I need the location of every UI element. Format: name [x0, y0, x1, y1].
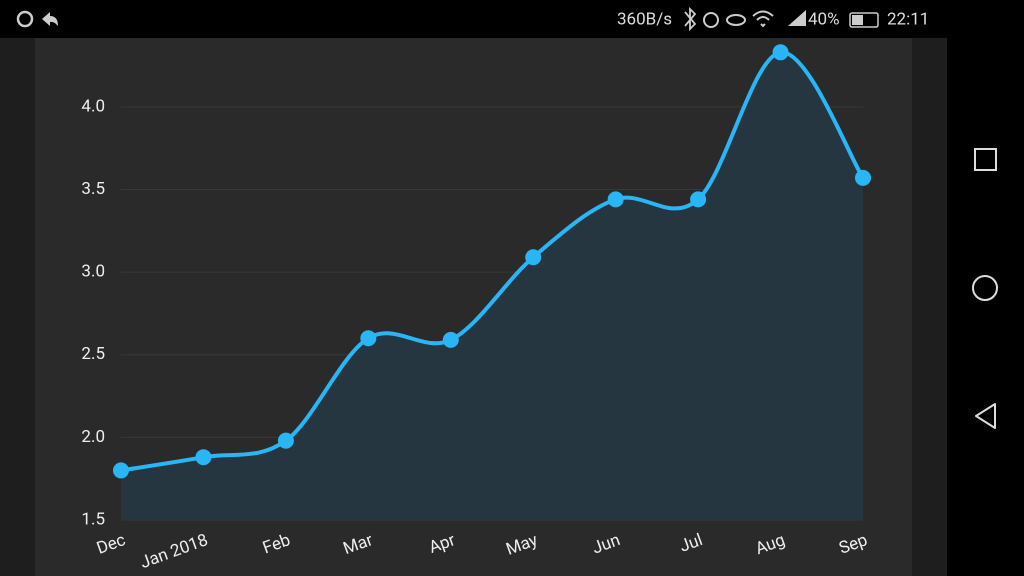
status-bar	[0, 0, 947, 38]
line	[120, 50, 865, 473]
signal-icon	[788, 10, 806, 26]
y-tick-label: 4.0	[81, 96, 105, 116]
point	[772, 44, 789, 61]
battery-fill	[852, 15, 863, 25]
y-tick-label: 2.5	[81, 344, 105, 364]
point	[113, 462, 129, 479]
point	[690, 191, 707, 208]
network-speed: 360B/s	[617, 9, 672, 29]
y-tick-label: 1.5	[81, 509, 105, 529]
y-tick-label: 3.0	[81, 262, 105, 282]
eye-icon	[726, 14, 746, 26]
point	[525, 249, 542, 266]
home-button[interactable]	[972, 275, 998, 301]
point	[277, 432, 294, 449]
wifi-icon	[752, 10, 774, 28]
y-tick-label: 2.0	[81, 427, 105, 447]
y-tick-label: 3.5	[81, 179, 105, 199]
back-notification-icon	[42, 12, 58, 26]
battery-icon	[849, 12, 879, 28]
bluetooth-icon	[684, 6, 697, 32]
area	[121, 52, 863, 520]
recents-button[interactable]	[974, 148, 997, 171]
chrome-icon	[16, 10, 34, 28]
point	[442, 331, 459, 348]
back-button[interactable]	[975, 403, 996, 429]
point	[360, 330, 377, 347]
point	[607, 191, 624, 208]
clock: 22:11	[887, 9, 929, 29]
nav-bar	[947, 0, 1024, 576]
alarm-icon	[703, 12, 719, 28]
battery-level: 40%	[808, 9, 840, 29]
point	[195, 449, 212, 466]
point	[855, 169, 871, 186]
